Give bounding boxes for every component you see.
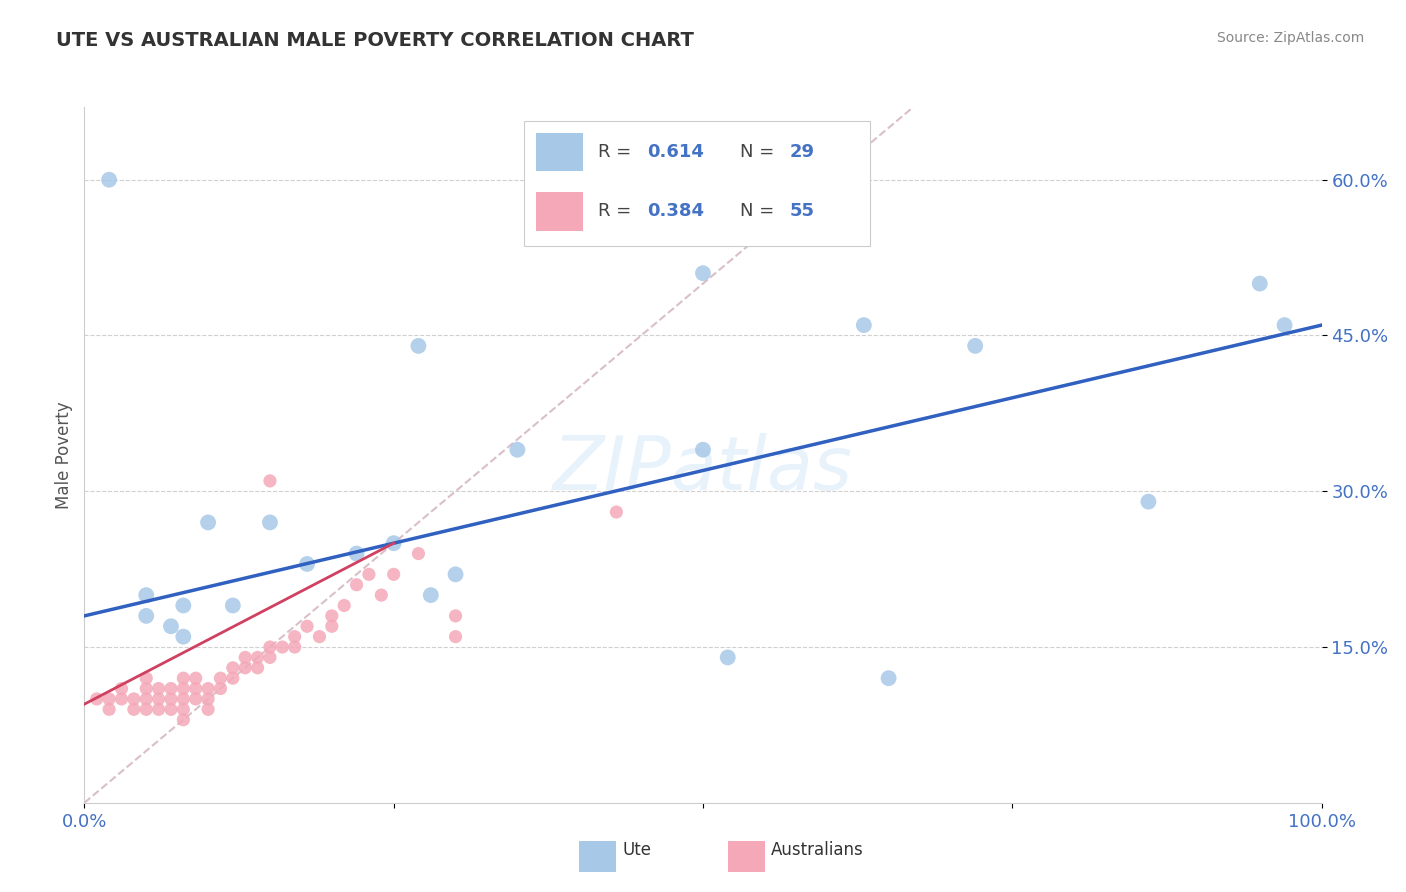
- Point: [1274, 318, 1296, 332]
- Point: [877, 671, 900, 685]
- Point: [160, 681, 183, 696]
- Point: [717, 650, 740, 665]
- Text: Australians: Australians: [770, 841, 863, 859]
- Point: [382, 567, 405, 582]
- Point: [333, 599, 356, 613]
- Point: [122, 692, 145, 706]
- Point: [444, 567, 467, 582]
- Point: [1249, 277, 1271, 291]
- Point: [197, 692, 219, 706]
- Point: [148, 692, 170, 706]
- Point: [321, 608, 343, 623]
- Y-axis label: Male Poverty: Male Poverty: [55, 401, 73, 508]
- Point: [135, 692, 157, 706]
- Point: [110, 692, 132, 706]
- Point: [148, 702, 170, 716]
- Point: [222, 671, 245, 685]
- Text: 55: 55: [790, 202, 814, 220]
- Point: [1137, 494, 1160, 508]
- Point: [408, 339, 430, 353]
- Text: UTE VS AUSTRALIAN MALE POVERTY CORRELATION CHART: UTE VS AUSTRALIAN MALE POVERTY CORRELATI…: [56, 31, 695, 50]
- Text: Source: ZipAtlas.com: Source: ZipAtlas.com: [1216, 31, 1364, 45]
- Text: Ute: Ute: [623, 841, 651, 859]
- Text: R =: R =: [598, 202, 637, 220]
- Point: [222, 599, 245, 613]
- Point: [148, 681, 170, 696]
- Point: [259, 516, 281, 530]
- Point: [444, 608, 467, 623]
- Point: [506, 442, 529, 457]
- Point: [222, 661, 245, 675]
- Point: [259, 640, 281, 654]
- Point: [346, 547, 368, 561]
- Point: [357, 567, 380, 582]
- Text: 0.384: 0.384: [647, 202, 704, 220]
- Point: [122, 702, 145, 716]
- Text: ZIPatlas: ZIPatlas: [553, 433, 853, 505]
- Point: [160, 692, 183, 706]
- Text: N =: N =: [740, 144, 780, 161]
- Point: [295, 557, 318, 571]
- Point: [271, 640, 294, 654]
- FancyBboxPatch shape: [579, 841, 616, 872]
- Text: R =: R =: [598, 144, 637, 161]
- Point: [184, 681, 207, 696]
- Point: [408, 547, 430, 561]
- Point: [346, 578, 368, 592]
- Point: [98, 702, 121, 716]
- Point: [172, 681, 194, 696]
- Point: [308, 630, 330, 644]
- Point: [98, 172, 121, 186]
- Point: [382, 536, 405, 550]
- Point: [172, 713, 194, 727]
- Point: [135, 702, 157, 716]
- FancyBboxPatch shape: [523, 121, 870, 246]
- Point: [184, 692, 207, 706]
- Point: [197, 516, 219, 530]
- Point: [197, 681, 219, 696]
- FancyBboxPatch shape: [728, 841, 765, 872]
- Point: [284, 630, 307, 644]
- Point: [419, 588, 441, 602]
- Point: [86, 692, 108, 706]
- Point: [295, 619, 318, 633]
- Point: [172, 630, 194, 644]
- Point: [110, 681, 132, 696]
- Text: 0.614: 0.614: [647, 144, 704, 161]
- Point: [852, 318, 875, 332]
- Point: [172, 702, 194, 716]
- Point: [172, 671, 194, 685]
- Point: [172, 692, 194, 706]
- Point: [135, 588, 157, 602]
- Text: N =: N =: [740, 202, 780, 220]
- Point: [172, 599, 194, 613]
- Point: [444, 630, 467, 644]
- Point: [197, 702, 219, 716]
- Point: [259, 474, 281, 488]
- Point: [135, 681, 157, 696]
- Point: [605, 505, 627, 519]
- FancyBboxPatch shape: [536, 133, 583, 171]
- Point: [284, 640, 307, 654]
- Point: [135, 671, 157, 685]
- Point: [233, 650, 256, 665]
- Point: [321, 619, 343, 633]
- Point: [209, 681, 232, 696]
- Point: [692, 442, 714, 457]
- Point: [246, 661, 269, 675]
- Point: [98, 692, 121, 706]
- Point: [209, 671, 232, 685]
- Point: [246, 650, 269, 665]
- Text: 29: 29: [790, 144, 814, 161]
- Point: [184, 671, 207, 685]
- Point: [259, 650, 281, 665]
- Point: [965, 339, 987, 353]
- Point: [370, 588, 392, 602]
- FancyBboxPatch shape: [536, 193, 583, 230]
- Point: [135, 608, 157, 623]
- Point: [233, 661, 256, 675]
- Point: [160, 619, 183, 633]
- Point: [160, 702, 183, 716]
- Point: [692, 266, 714, 280]
